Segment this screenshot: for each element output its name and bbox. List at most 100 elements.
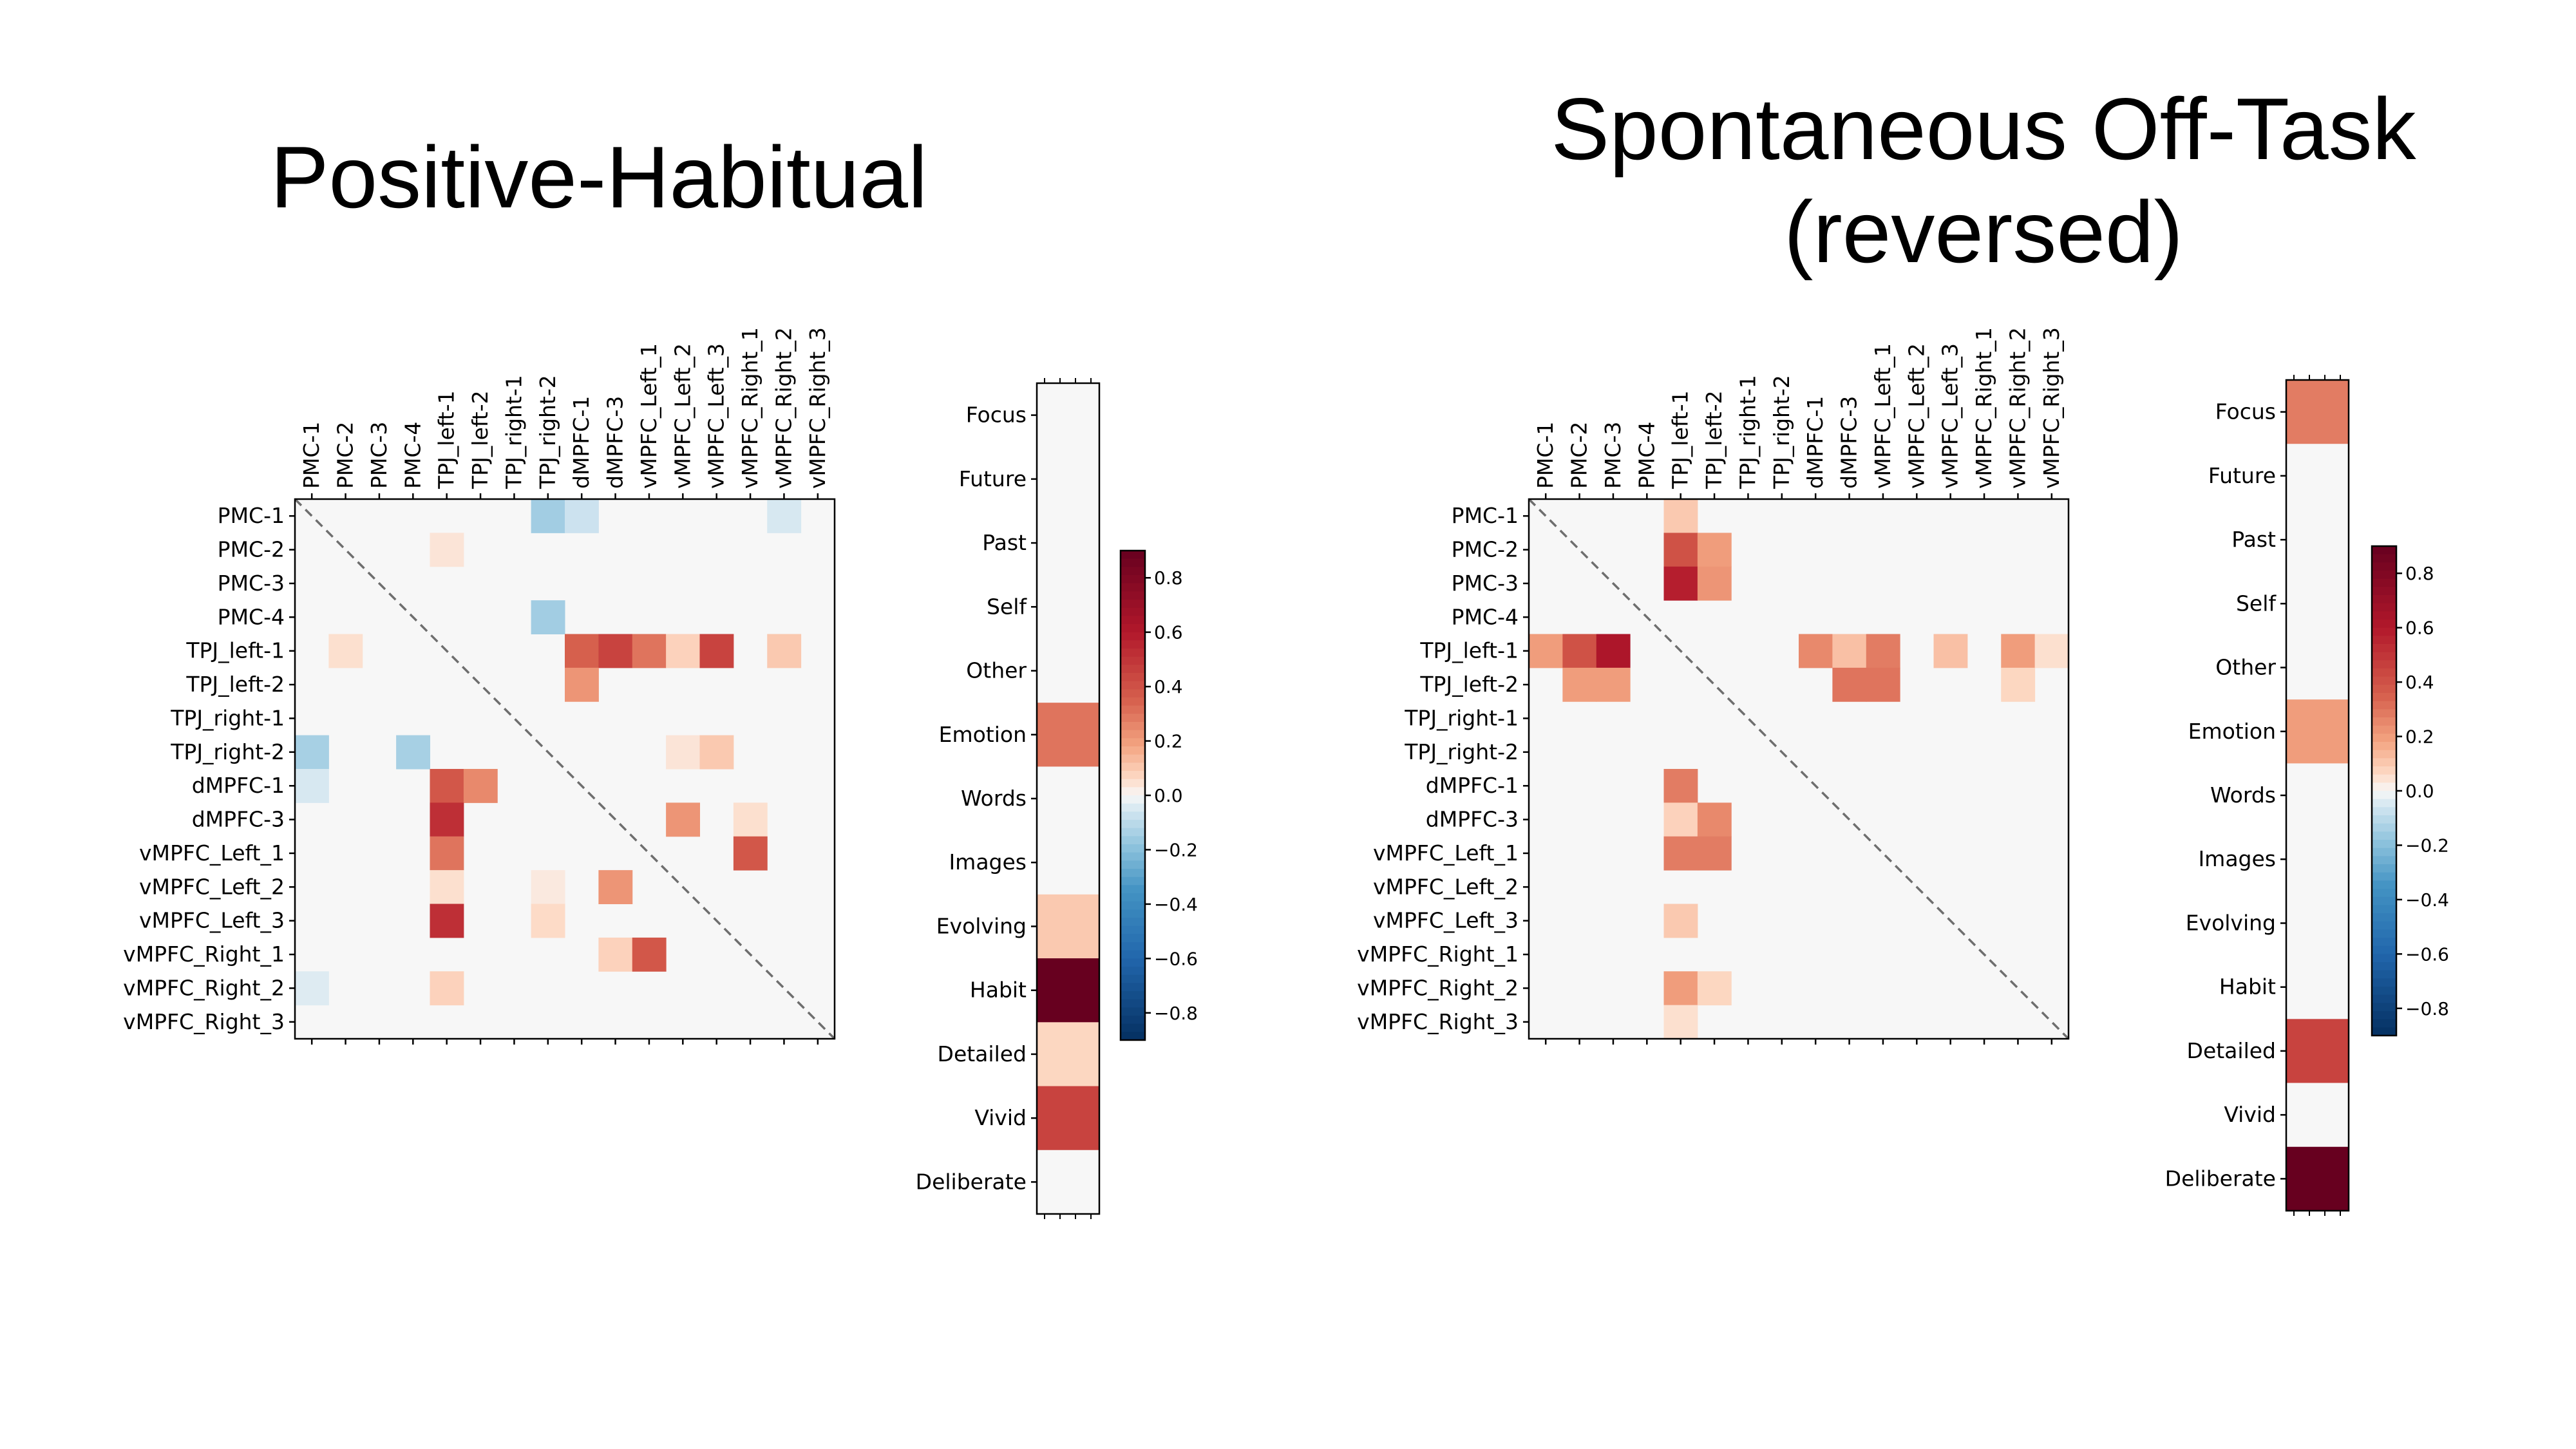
y-tick-label-vmpfc-left-1: vMPFC_Left_1 — [139, 840, 285, 866]
y-tick-label-pmc-4: PMC-4 — [218, 604, 285, 629]
colorbar-segment — [1121, 918, 1145, 927]
colorbar-segment — [1121, 656, 1145, 665]
colorbar-segment — [1121, 640, 1145, 649]
heatmap-cell-vmpfc-right-1-x-dmpfc-3 — [598, 937, 633, 972]
y-tick-label-dmpfc-3: dMPFC-3 — [192, 807, 285, 832]
x-tick-label-tpj-right-2: TPJ_right-2 — [535, 375, 560, 489]
y-tick-label-pmc-3: PMC-3 — [218, 571, 285, 596]
heatmap-cell-pmc-1-x-dmpfc-1 — [565, 499, 599, 533]
colorbar-segment — [1121, 722, 1145, 731]
heatmap-cell-vmpfc-left-3-x-tpj-left-1 — [430, 904, 464, 938]
y-tick-label-vmpfc-left-3: vMPFC_Left_3 — [139, 908, 285, 933]
x-tick-label-vmpfc-left-3: vMPFC_Left_3 — [704, 343, 729, 489]
loading-label-evolving: Evolving — [936, 913, 1027, 938]
colorbar-segment — [1121, 673, 1145, 682]
heatmap-frame — [294, 498, 836, 1040]
x-tick-label-vmpfc-left-2: vMPFC_Left_2 — [670, 343, 695, 489]
colorbar-segment — [1121, 934, 1145, 943]
heatmap-cell-tpj-right-2-x-vmpfc-left-3 — [699, 735, 734, 770]
x-tick-label-pmc-2: PMC-2 — [333, 422, 358, 489]
heatmap-cell-tpj-left-1-x-vmpfc-left-1 — [632, 634, 667, 668]
chart-title-positive-habitual: Positive-Habitual — [270, 128, 928, 226]
colorbar-segment — [1121, 795, 1145, 804]
colorbar-segment — [1121, 974, 1145, 983]
heatmap-cell-vmpfc-left-1-x-vmpfc-right-1 — [733, 836, 768, 871]
colorbar-segment — [1121, 738, 1145, 747]
heatmap-cell-vmpfc-left-2-x-tpj-right-2 — [531, 870, 565, 904]
chart-title-spontaneous-off-task: Spontaneous Off-Task (reversed) — [1468, 77, 2499, 284]
colorbar-segment — [1121, 551, 1145, 560]
loading-frame — [1036, 382, 1101, 1215]
diagonal-line — [294, 498, 836, 1040]
heatmap-cell-vmpfc-left-2-x-dmpfc-3 — [598, 870, 633, 904]
y-tick-label-vmpfc-right-3: vMPFC_Right_3 — [123, 1009, 285, 1034]
colorbar-segment — [1121, 665, 1145, 674]
y-tick-label-vmpfc-left-2: vMPFC_Left_2 — [139, 874, 285, 899]
colorbar-segment — [1121, 983, 1145, 992]
colorbar-segment — [1121, 583, 1145, 592]
colorbar-tick-label: −0.6 — [1154, 948, 1198, 969]
colorbar-segment — [1121, 1007, 1145, 1016]
colorbar-segment — [1121, 885, 1145, 894]
chart-title-line-1: Spontaneous Off-Task — [1551, 80, 2416, 178]
x-tick-label-tpj-left-2: TPJ_left-2 — [468, 390, 493, 489]
colorbar-tick-label: 0.0 — [1154, 785, 1183, 806]
colorbar-segment — [1121, 852, 1145, 861]
x-tick-label-dmpfc-3: dMPFC-3 — [603, 396, 628, 489]
y-tick-label-tpj-right-2: TPJ_right-2 — [170, 739, 285, 764]
heatmap-cell-dmpfc-3-x-tpj-left-1 — [430, 802, 464, 837]
colorbar-tick-label: 0.6 — [1154, 622, 1183, 643]
colorbar-segment — [1121, 1016, 1145, 1025]
colorbar-segment — [1121, 746, 1145, 755]
heatmap-cell-pmc-1-x-tpj-right-2 — [531, 499, 565, 533]
colorbar-segment — [1121, 730, 1145, 739]
colorbar-tick-label: −0.2 — [1154, 839, 1198, 860]
heatmap-cell-dmpfc-1-x-tpj-left-2 — [463, 769, 498, 803]
heatmap-cell-pmc-4-x-tpj-right-2 — [531, 600, 565, 634]
loading-label-images: Images — [949, 849, 1027, 875]
colorbar-segment — [1121, 820, 1145, 829]
y-tick-label-pmc-1: PMC-1 — [218, 503, 285, 528]
loading-cell-future — [1037, 447, 1099, 511]
x-tick-label-pmc-3: PMC-3 — [366, 422, 392, 489]
x-tick-label-vmpfc-right-1: vMPFC_Right_1 — [737, 327, 762, 489]
y-tick-label-tpj-left-2: TPJ_left-2 — [185, 672, 285, 697]
colorbar-segment — [1121, 901, 1145, 910]
colorbar-segment — [1121, 714, 1145, 723]
colorbar-segment — [1121, 967, 1145, 976]
colorbar-segment — [1121, 876, 1145, 886]
heatmap-cell-tpj-left-1-x-pmc-2 — [328, 634, 363, 668]
heatmap-cell-vmpfc-left-1-x-tpj-left-1 — [430, 836, 464, 871]
colorbar-segment — [1121, 811, 1145, 820]
loading-label-habit: Habit — [970, 978, 1027, 1003]
heatmap-cell-tpj-left-1-x-vmpfc-right-2 — [767, 634, 802, 668]
colorbar-segment — [1121, 558, 1145, 567]
heatmap-cell-tpj-right-2-x-vmpfc-left-2 — [666, 735, 700, 770]
y-tick-label-pmc-2: PMC-2 — [218, 537, 285, 562]
x-tick-label-dmpfc-1: dMPFC-1 — [569, 396, 594, 489]
colorbar-segment — [1121, 893, 1145, 902]
colorbar-tick-label: −0.4 — [1154, 894, 1198, 915]
chart-title-line-2: (reversed) — [1784, 183, 2183, 281]
colorbar-segment — [1121, 649, 1145, 658]
colorbar-segment — [1121, 681, 1145, 690]
colorbar-segment — [1121, 836, 1145, 845]
heatmap-cell-vmpfc-right-2-x-tpj-left-1 — [430, 971, 464, 1006]
y-tick-label-tpj-left-1: TPJ_left-1 — [185, 638, 285, 663]
heatmap-cell-vmpfc-right-1-x-vmpfc-left-1 — [632, 937, 667, 972]
y-tick-label-dmpfc-1: dMPFC-1 — [192, 773, 285, 798]
loading-cell-vivid — [1037, 1086, 1099, 1151]
loading-label-deliberate: Deliberate — [916, 1169, 1027, 1194]
heatmap-cell-tpj-right-2-x-pmc-4 — [396, 735, 430, 770]
colorbar-segment — [1121, 999, 1145, 1008]
loading-label-past: Past — [982, 530, 1027, 555]
heatmap-cell-tpj-left-1-x-vmpfc-left-3 — [699, 634, 734, 668]
heatmap-cell-vmpfc-left-3-x-tpj-right-2 — [531, 904, 565, 938]
heatmap-cell-pmc-1-x-vmpfc-right-2 — [767, 499, 802, 533]
colorbar-segment — [1121, 632, 1145, 641]
colorbar-segment — [1121, 950, 1145, 959]
x-tick-label-tpj-right-1: TPJ_right-1 — [501, 375, 526, 489]
loading-cell-focus — [1037, 383, 1099, 448]
heatmap-cell-tpj-left-2-x-dmpfc-1 — [565, 667, 599, 702]
